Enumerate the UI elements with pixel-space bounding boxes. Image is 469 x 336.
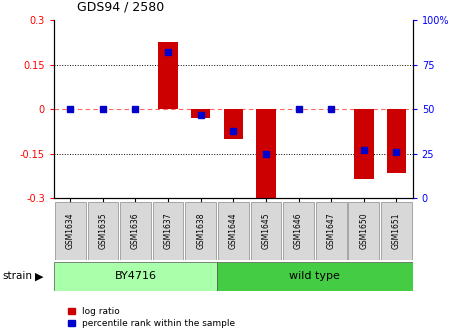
Bar [386,109,406,173]
Text: GSM1644: GSM1644 [229,213,238,249]
Bar [250,202,281,260]
Bar [348,202,379,260]
Bar [218,202,249,260]
Text: GDS94 / 2580: GDS94 / 2580 [77,0,165,13]
Bar [88,202,118,260]
Bar [224,109,243,139]
Bar [120,202,151,260]
Text: wild type: wild type [289,271,340,281]
Bar [217,262,413,291]
Legend: log ratio, percentile rank within the sample: log ratio, percentile rank within the sa… [68,307,235,328]
Text: BY4716: BY4716 [114,271,157,281]
Bar [159,42,178,109]
Bar [256,109,276,201]
Text: GSM1650: GSM1650 [359,213,368,249]
Text: GSM1637: GSM1637 [164,213,173,249]
Text: GSM1646: GSM1646 [294,213,303,249]
Text: GSM1645: GSM1645 [261,213,271,249]
Text: GSM1634: GSM1634 [66,213,75,249]
Bar [54,262,217,291]
Bar [185,202,216,260]
Bar [55,202,85,260]
Bar [191,109,211,118]
Text: GSM1636: GSM1636 [131,213,140,249]
Text: ▶: ▶ [35,271,44,281]
Text: GSM1647: GSM1647 [327,213,336,249]
Bar [381,202,412,260]
Bar [354,109,374,179]
Text: strain: strain [2,271,32,281]
Text: GSM1638: GSM1638 [196,213,205,249]
Text: GSM1651: GSM1651 [392,213,401,249]
Bar [153,202,183,260]
Text: GSM1635: GSM1635 [98,213,107,249]
Bar [283,202,314,260]
Bar [316,202,347,260]
